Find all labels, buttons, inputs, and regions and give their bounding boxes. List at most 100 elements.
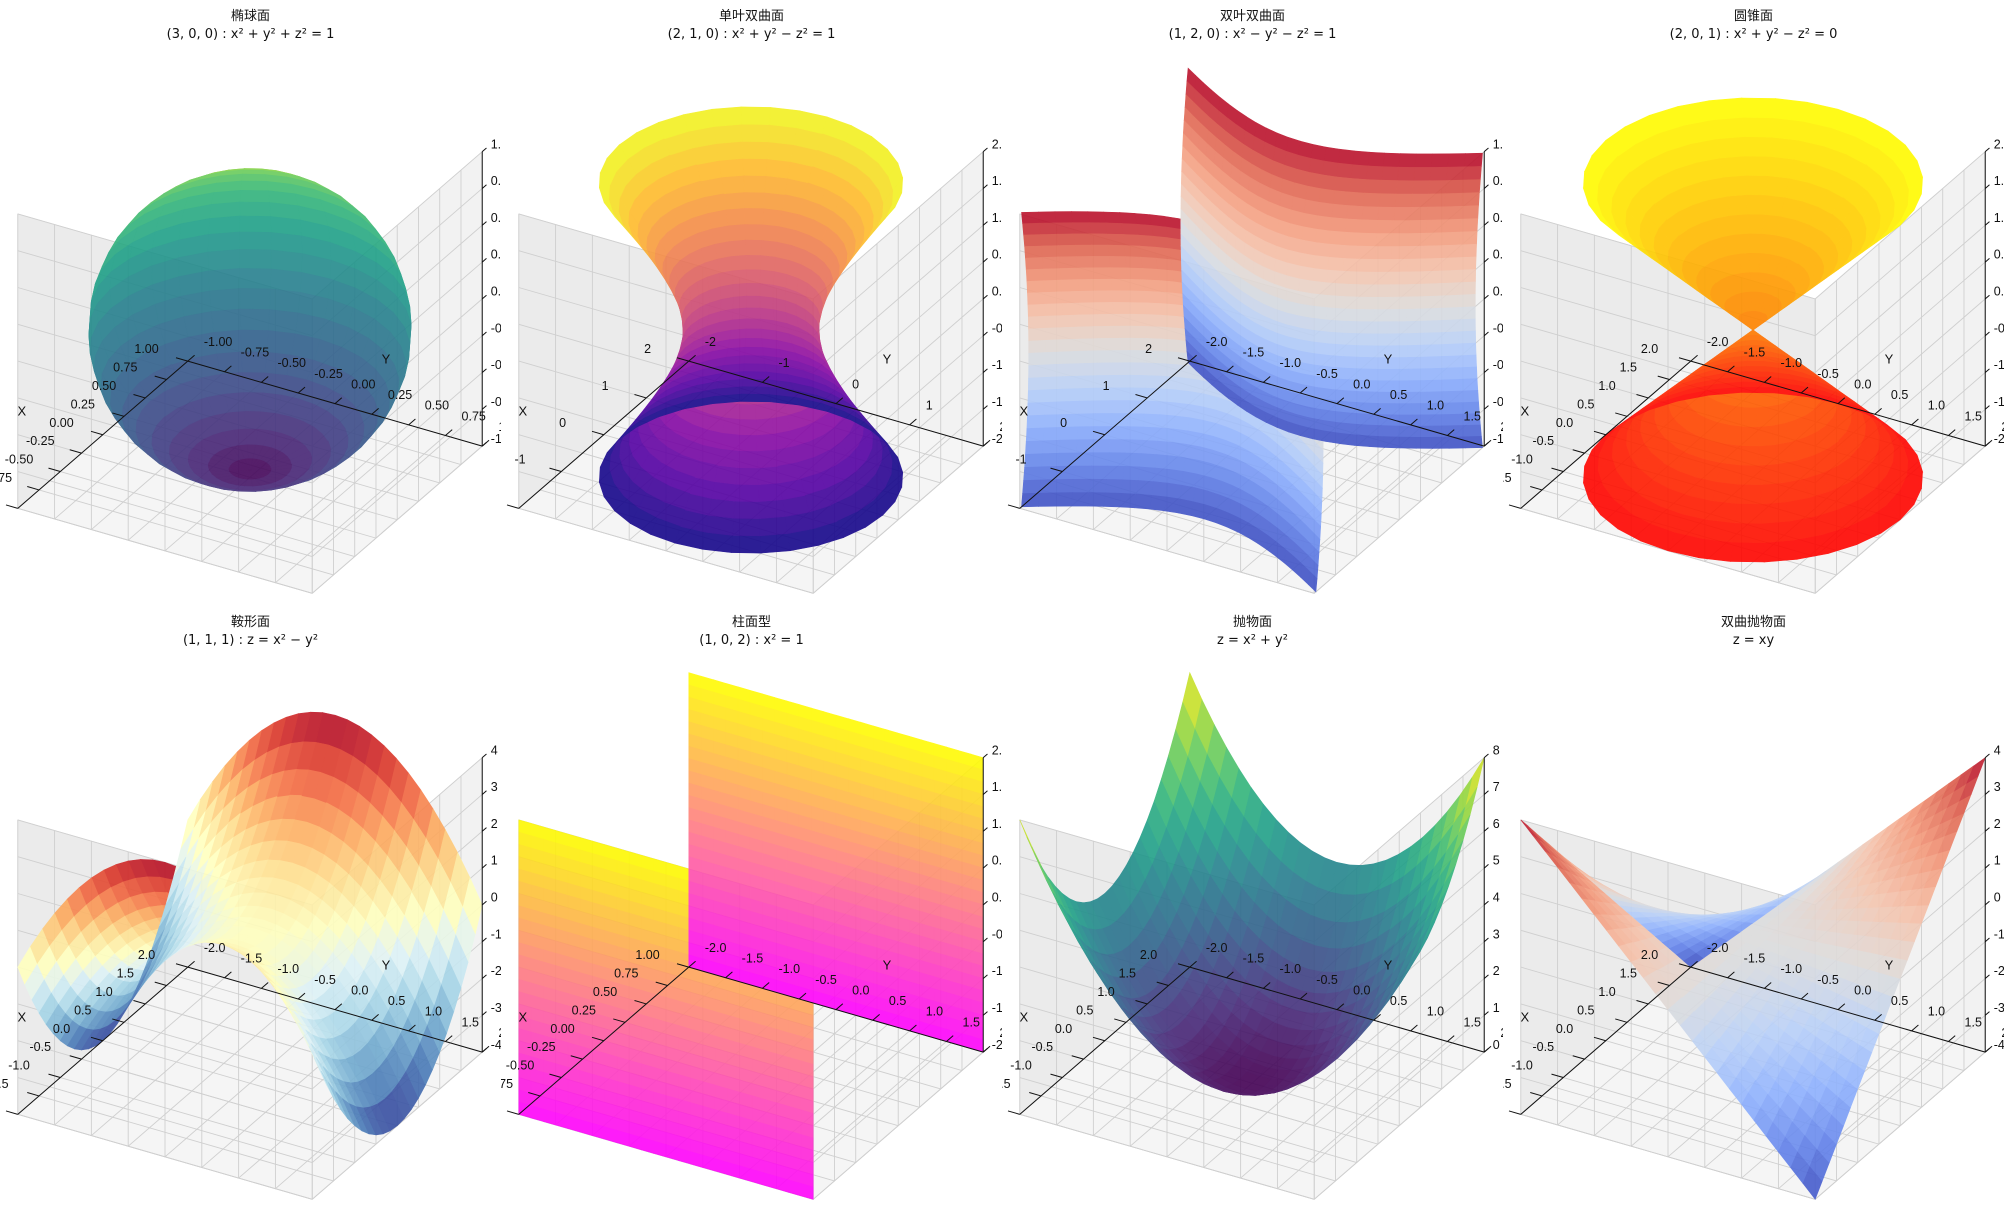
z-tick-label: -0.5 <box>992 321 1002 335</box>
surface-face <box>1341 283 1359 298</box>
x-tick-mark <box>5 1110 18 1115</box>
gridline <box>1814 261 1986 410</box>
surface-face <box>1091 452 1110 467</box>
x-tick-mark <box>1572 449 1585 454</box>
surface-face <box>739 419 758 436</box>
y-tick-label: -1.5 <box>1243 346 1265 360</box>
surface-face <box>745 254 762 271</box>
y-tick-mark <box>1764 376 1772 383</box>
y-tick-mark <box>1373 407 1381 415</box>
y-tick-mark <box>1911 418 1919 426</box>
x-tick-label: 0.0 <box>1556 416 1573 430</box>
x-tick-label: 1.0 <box>95 985 112 999</box>
surface-face <box>1043 279 1063 293</box>
surface-face <box>1358 245 1377 260</box>
surface-face <box>1129 313 1147 327</box>
surface-face <box>708 209 729 230</box>
surface-face <box>1173 415 1190 432</box>
y-axis-label: Y <box>382 351 391 366</box>
surface-face <box>1459 378 1479 392</box>
gridline <box>1814 224 1986 373</box>
surface-face <box>1119 492 1137 509</box>
surface-face <box>1137 234 1156 248</box>
y-tick-label: 1.00 <box>498 420 501 434</box>
surface-face <box>239 249 272 270</box>
surface-face <box>1749 271 1759 292</box>
x-tick-mark <box>549 467 562 473</box>
z-tick-mark <box>481 974 487 979</box>
x-tick-mark <box>112 1018 125 1023</box>
surface-face <box>1335 162 1353 179</box>
y-tick-label: 2.0 <box>498 1026 501 1040</box>
surface-face <box>1358 345 1376 358</box>
surface-face <box>1315 215 1333 232</box>
surface-face <box>1760 482 1787 505</box>
surface-face <box>1743 136 1772 157</box>
z-tick-label: 2.0 <box>992 137 1002 151</box>
surface-face <box>1062 375 1081 390</box>
surface-face <box>1440 257 1460 272</box>
surface-face <box>1161 326 1178 341</box>
surface-face <box>1745 366 1769 373</box>
x-tick-label: 1.0 <box>1598 379 1615 393</box>
surface-face <box>1108 256 1127 269</box>
z-tick-label: -0.25 <box>491 321 501 335</box>
surface-face <box>1142 413 1161 429</box>
surface-face <box>1163 496 1181 514</box>
surface-face <box>1104 479 1123 494</box>
surface-face <box>737 450 759 469</box>
y-tick-mark <box>297 386 306 394</box>
y-tick-label: -2.0 <box>204 941 226 955</box>
surface-face <box>714 465 738 485</box>
surface-face <box>1394 403 1413 416</box>
surface-face <box>1447 153 1467 168</box>
surface-face <box>758 482 784 502</box>
surface-face <box>1427 193 1446 208</box>
surface-face <box>1058 244 1077 258</box>
x-tick-mark <box>69 449 82 454</box>
y-tick-label: -1.0 <box>1279 356 1301 370</box>
surface-face <box>1149 214 1167 228</box>
surface-face <box>1145 375 1163 390</box>
surface-face <box>1077 413 1096 428</box>
surface-face <box>723 191 746 211</box>
surface-face <box>1341 308 1359 322</box>
z-tick-mark <box>481 753 487 759</box>
z-tick-mark <box>481 294 487 300</box>
z-tick-mark <box>481 442 487 447</box>
z-tick-mark <box>481 790 487 795</box>
axis-lines: -2-1012-2-1012-2.0-1.5-1.0-0.50.00.51.01… <box>506 137 1002 509</box>
z-tick-mark <box>481 1048 487 1053</box>
y-tick-mark <box>334 1003 343 1010</box>
surface-face <box>1109 267 1128 280</box>
y-tick-label: -0.5 <box>1817 367 1839 381</box>
surface-face <box>727 337 747 349</box>
y-tick-mark <box>224 971 232 979</box>
surface-face <box>1027 303 1046 318</box>
surface-face <box>1313 255 1329 271</box>
surface-face <box>1027 315 1047 330</box>
surface-face <box>1425 379 1445 393</box>
z-tick-label: 1.00 <box>1493 137 1503 151</box>
z-tick-mark <box>481 864 487 869</box>
x-tick-label: -1 <box>1015 453 1026 467</box>
surface-face <box>1328 243 1345 259</box>
surface-face <box>1112 302 1130 315</box>
surface-face <box>1042 439 1061 455</box>
z-tick-mark <box>481 1011 487 1016</box>
y-axis-label: Y <box>382 957 391 972</box>
surface-face <box>1161 338 1178 353</box>
surface-face <box>267 309 299 335</box>
surface-face <box>1358 258 1376 273</box>
surface-face <box>1362 402 1381 415</box>
surface-face <box>716 141 744 161</box>
surface-face <box>1342 344 1360 358</box>
surface-face <box>1426 206 1445 221</box>
surface-face <box>1424 232 1444 247</box>
surface-face <box>1393 207 1412 221</box>
surface-face <box>1406 296 1425 310</box>
y-tick-label: -0.50 <box>277 356 306 370</box>
z-tick-label: -0.25 <box>1493 321 1503 335</box>
surface-face <box>1443 205 1462 221</box>
surface-face <box>1074 244 1094 257</box>
